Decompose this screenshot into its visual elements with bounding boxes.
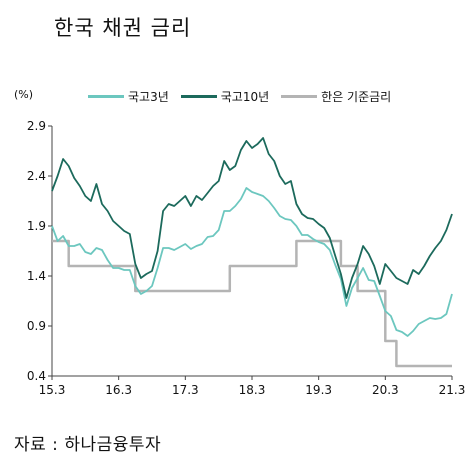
series-line-kts3y	[51, 187, 453, 337]
y-tick-label: 2.4	[27, 169, 46, 183]
series-line-kts10y	[51, 137, 453, 299]
legend-item-kts10y: 국고10년	[180, 88, 270, 105]
legend: 국고3년 국고10년 한은 기준금리	[88, 88, 391, 105]
y-tick-label: 0.4	[27, 369, 46, 383]
y-axis-unit-label: (%)	[14, 88, 34, 101]
x-tick-label: 21.3	[439, 383, 466, 397]
x-tick-label: 16.3	[105, 383, 132, 397]
legend-swatch-kts10y	[180, 95, 217, 98]
legend-swatch-kts3y	[88, 95, 124, 98]
legend-item-base-rate: 한은 기준금리	[281, 88, 391, 105]
legend-swatch-base-rate	[281, 95, 318, 98]
chart-title: 한국 채권 금리	[54, 16, 192, 40]
x-tick-label: 15.3	[39, 383, 66, 397]
legend-label-base-rate: 한은 기준금리	[321, 90, 392, 104]
x-tick-label: 18.3	[239, 383, 266, 397]
y-tick-label: 2.9	[27, 119, 46, 133]
y-tick-label: 0.9	[27, 319, 46, 333]
y-tick-label: 1.9	[27, 219, 46, 233]
x-tick-label: 17.3	[172, 383, 199, 397]
legend-item-kts3y: 국고3년	[88, 88, 169, 105]
legend-label-kts10y: 국고10년	[220, 90, 270, 104]
legend-label-kts3y: 국고3년	[128, 90, 169, 104]
x-tick-label: 19.3	[305, 383, 332, 397]
series-line-base-rate	[52, 239, 452, 368]
x-tick-label: 20.3	[372, 383, 399, 397]
source-note: 자료 : 하나금융투자	[14, 435, 162, 455]
y-tick-label: 1.4	[27, 269, 46, 283]
